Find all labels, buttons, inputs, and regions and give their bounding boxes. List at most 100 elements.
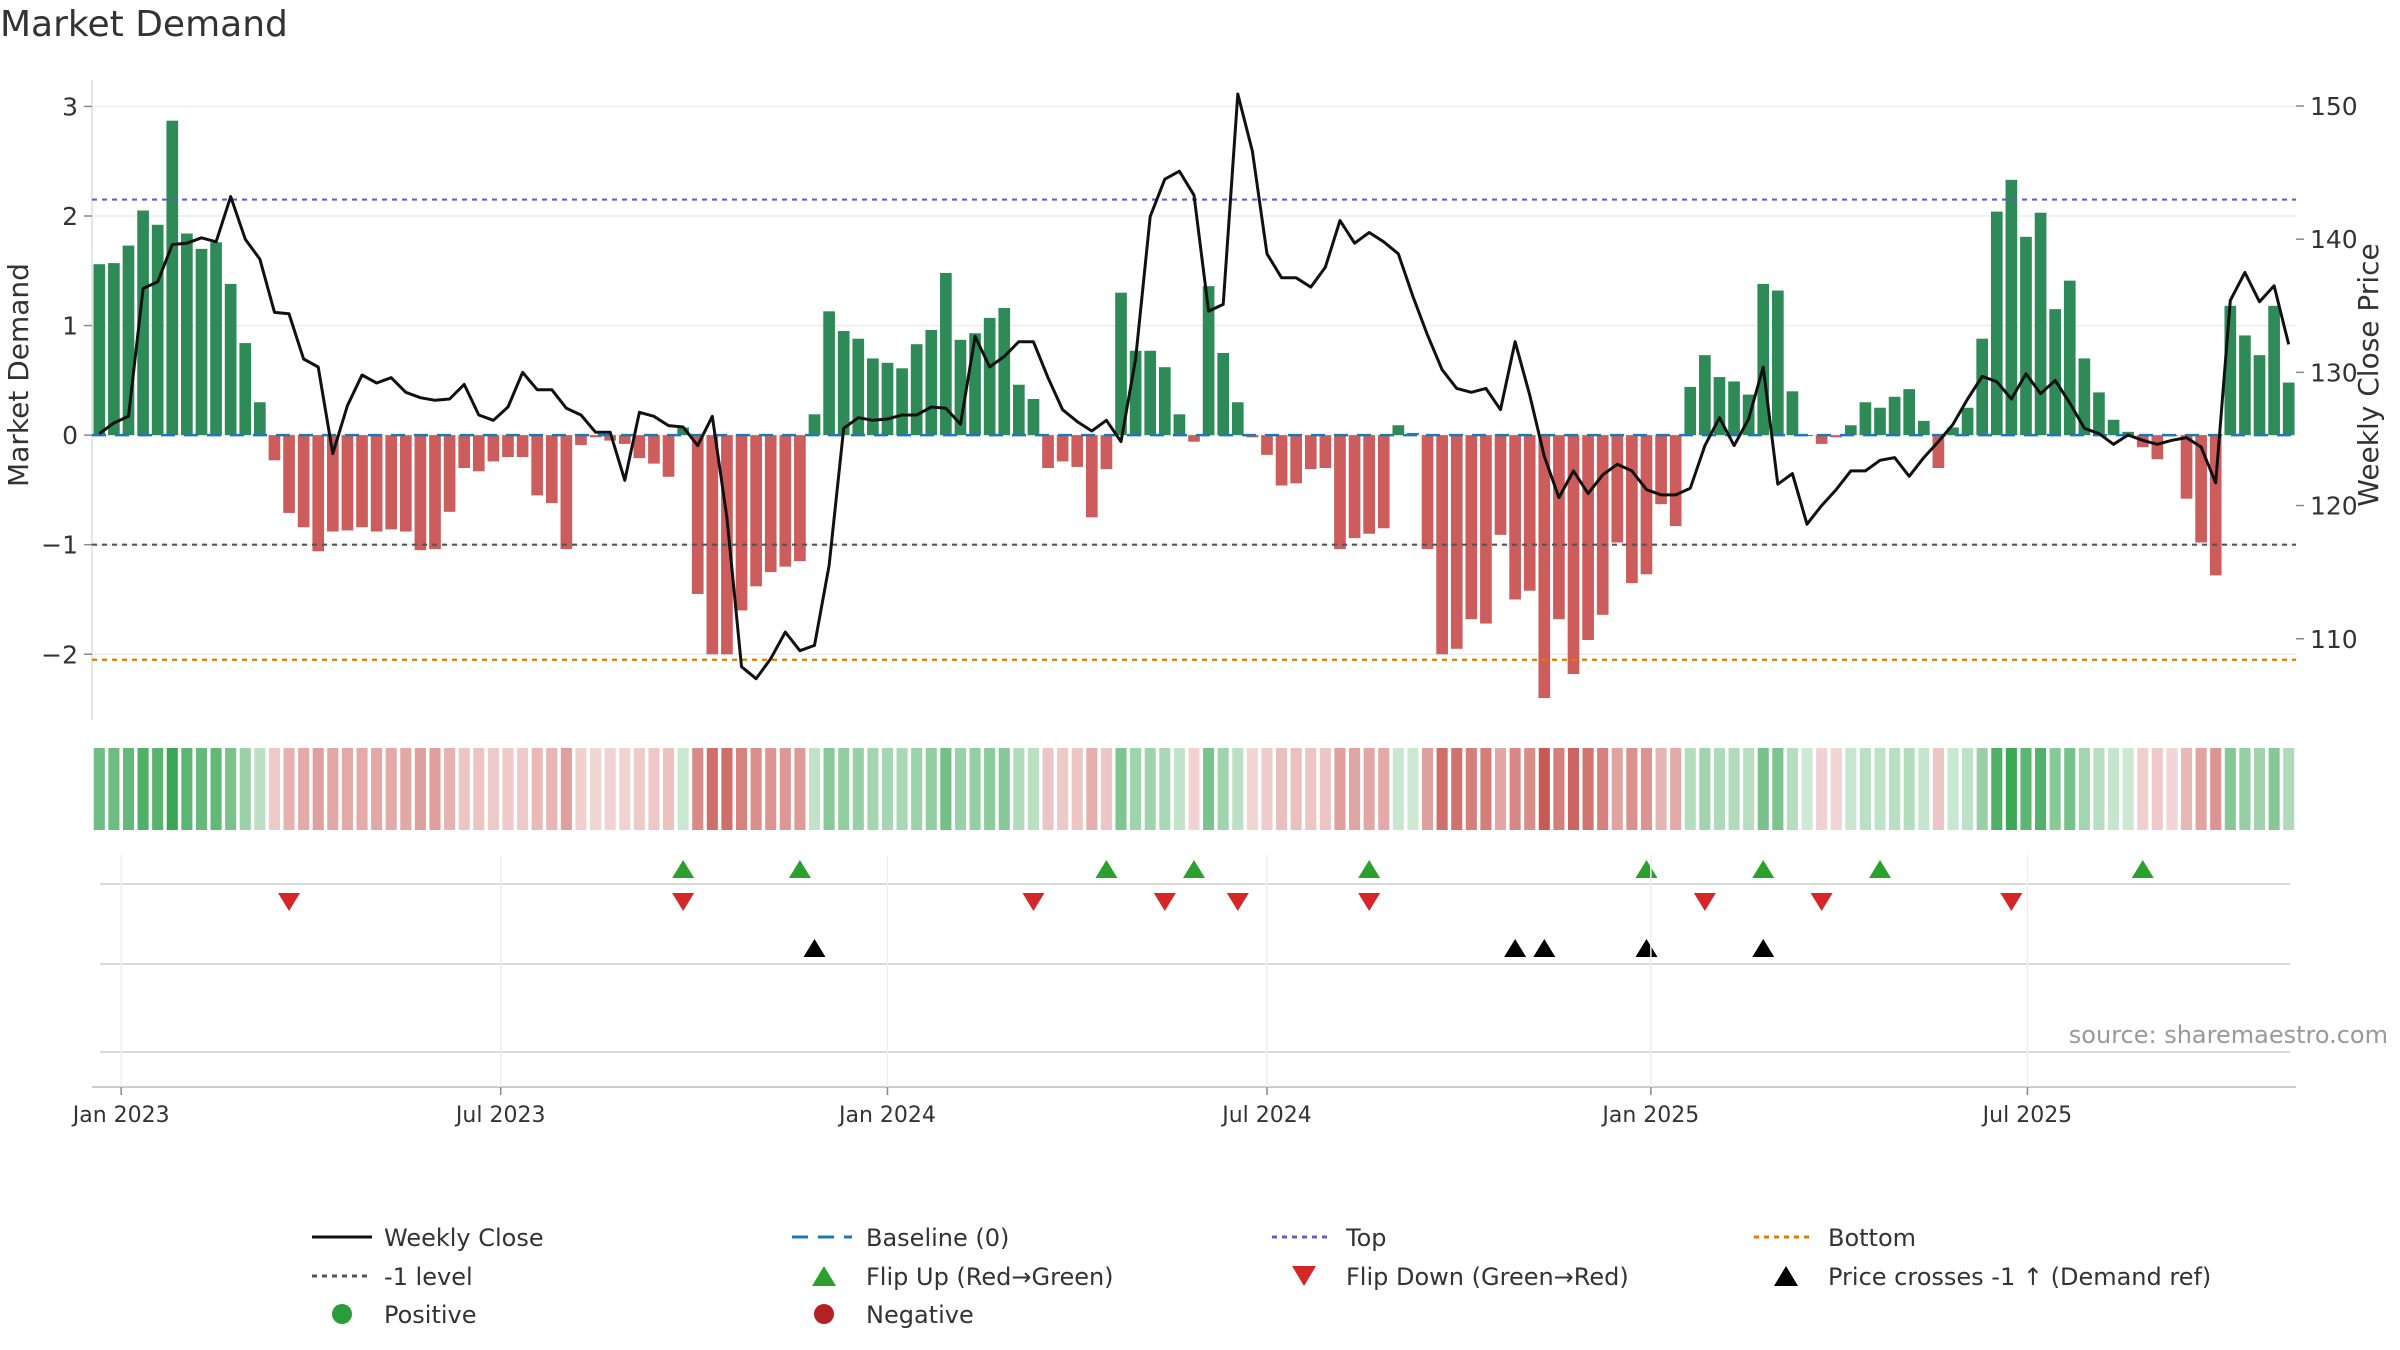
heat-strip-cell <box>1889 748 1901 830</box>
heat-strip-cell <box>940 748 952 830</box>
demand-bar <box>108 263 120 436</box>
demand-bar <box>122 245 135 436</box>
demand-bar <box>1071 435 1084 467</box>
demand-bar <box>925 329 938 436</box>
demand-bar <box>589 435 602 438</box>
heat-strip-cell <box>1480 748 1492 830</box>
tick-label-left: −1 <box>41 531 78 560</box>
price-cross-marker <box>1752 939 1775 957</box>
legend-baseline: Baseline (0) <box>866 1224 1009 1252</box>
heat-strip-cell <box>1276 748 1288 830</box>
heat-strip-cell <box>283 748 295 830</box>
y-axis-right-label: Weekly Close Price <box>2352 243 2385 506</box>
heat-strip-cell <box>954 748 967 830</box>
heat-strip-cell <box>1640 748 1653 830</box>
demand-bar <box>1961 407 1974 436</box>
demand-bar <box>1772 290 1784 436</box>
demand-bar <box>1786 391 1799 436</box>
tick-label-right: 150 <box>2310 92 2358 121</box>
demand-bar <box>1363 435 1375 534</box>
demand-bar <box>502 435 514 458</box>
heat-strip-cell <box>546 748 558 830</box>
heat-strip-cell <box>2035 748 2047 830</box>
heat-strip-cell <box>1728 748 1740 830</box>
demand-bar <box>823 311 835 436</box>
tick-label-right: 120 <box>2310 492 2358 521</box>
heat-strip-cell <box>239 748 251 830</box>
flip-down-marker <box>672 893 695 911</box>
demand-bar <box>1421 435 1434 550</box>
heat-strip-cell <box>648 748 660 830</box>
heat-strip-cell <box>1743 748 1755 830</box>
heat-strip-cell <box>838 748 850 830</box>
heat-strip-cell <box>1918 748 1930 830</box>
demand-bar <box>1728 381 1740 436</box>
heat-strip-cell <box>1319 748 1331 830</box>
legend-price-cross: Price crosses -1 ↑ (Demand ref) <box>1828 1263 2211 1291</box>
demand-bar <box>1392 425 1405 436</box>
heat-strip-cell <box>896 748 908 830</box>
demand-bar <box>954 339 967 436</box>
heat-strip-cell <box>1261 748 1273 830</box>
source-label: source: sharemaestro.com <box>2069 1021 2388 1049</box>
heat-strip-cell <box>2210 748 2222 830</box>
heat-strip-cell <box>1859 748 1871 830</box>
heat-strip-cell <box>268 748 280 830</box>
heat-strip-cell <box>1159 748 1171 830</box>
heat-strip-cell <box>1392 748 1404 830</box>
demand-bar <box>2049 309 2062 436</box>
demand-bar <box>326 435 339 532</box>
demand-bar <box>151 224 164 436</box>
demand-bar <box>633 435 646 459</box>
heat-strip-cell <box>341 748 353 830</box>
demand-bar <box>210 242 222 436</box>
heat-strip-cell <box>487 748 499 830</box>
demand-heat-strip <box>93 748 2295 830</box>
heat-strip-cell <box>1524 748 1536 830</box>
heat-strip-cell <box>166 748 178 830</box>
heat-strip-cell <box>2108 748 2120 830</box>
heat-strip-cell <box>1086 748 1098 830</box>
demand-bar <box>808 414 821 436</box>
flip-up-marker <box>672 860 695 878</box>
demand-bar <box>1596 435 1609 615</box>
legend-top: Top <box>1345 1224 1387 1252</box>
heat-strip-cell <box>1538 748 1550 830</box>
demand-bar <box>239 343 252 436</box>
heat-strip-cell <box>1144 748 1156 830</box>
heat-strip-cell <box>1334 748 1346 830</box>
demand-bar <box>750 435 762 587</box>
demand-bar <box>852 338 865 436</box>
demand-bar <box>1903 389 1916 436</box>
heat-strip-cell <box>1582 748 1594 830</box>
demand-bar <box>1713 377 1726 436</box>
heat-strip-cell <box>1305 748 1317 830</box>
price-cross-marker <box>1504 939 1527 957</box>
demand-bar <box>837 331 850 436</box>
heat-strip-cell <box>1976 748 1988 830</box>
heat-strip-cell <box>2122 748 2134 830</box>
demand-bar <box>1085 435 1098 518</box>
demand-bar <box>443 435 456 512</box>
demand-bar <box>618 435 631 444</box>
demand-bar <box>1013 384 1025 436</box>
heat-strip-cell <box>1670 748 1682 830</box>
heat-strip-cell <box>517 748 529 830</box>
legend-negative-dot-icon <box>814 1304 834 1324</box>
heat-strip-cell <box>765 748 777 830</box>
heat-strip-cell <box>750 748 762 830</box>
heat-strip-cell <box>2253 748 2266 830</box>
heat-strip-cell <box>1611 748 1623 830</box>
demand-bar <box>2151 435 2164 460</box>
price-cross-marker <box>803 939 826 957</box>
flip-down-marker <box>278 893 301 911</box>
demand-bar <box>1480 435 1492 624</box>
heat-strip-cell <box>1991 748 2003 830</box>
demand-bar <box>370 435 383 532</box>
demand-bar <box>195 248 208 436</box>
demand-bar <box>545 435 558 504</box>
demand-bar <box>1261 435 1273 455</box>
tick-label-x: Jan 2025 <box>1600 1103 1699 1128</box>
price-cross-marker <box>1635 939 1658 957</box>
legend-negative: Negative <box>866 1301 974 1329</box>
